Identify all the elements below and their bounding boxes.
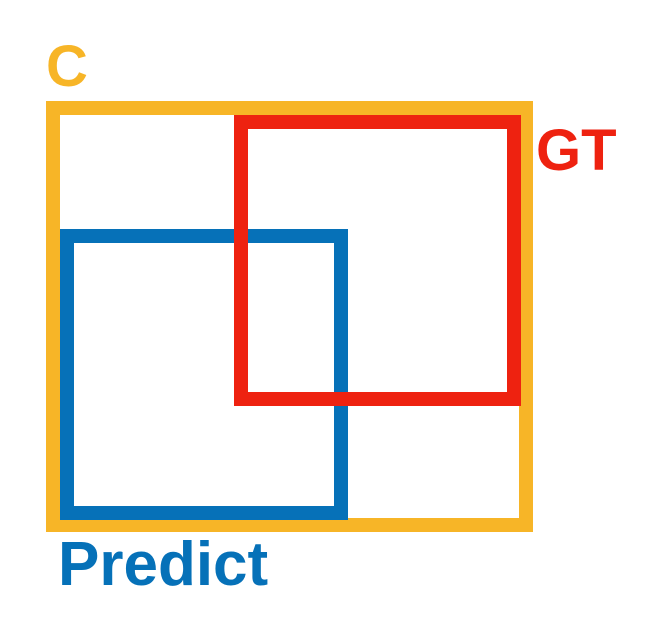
ground-truth-box <box>234 115 521 406</box>
ground-truth-label: GT <box>536 118 617 183</box>
predict-box <box>60 229 348 520</box>
predict-label: Predict <box>58 530 269 599</box>
enclosing-box-label: C <box>46 34 88 99</box>
enclosing-box-c <box>46 101 533 532</box>
